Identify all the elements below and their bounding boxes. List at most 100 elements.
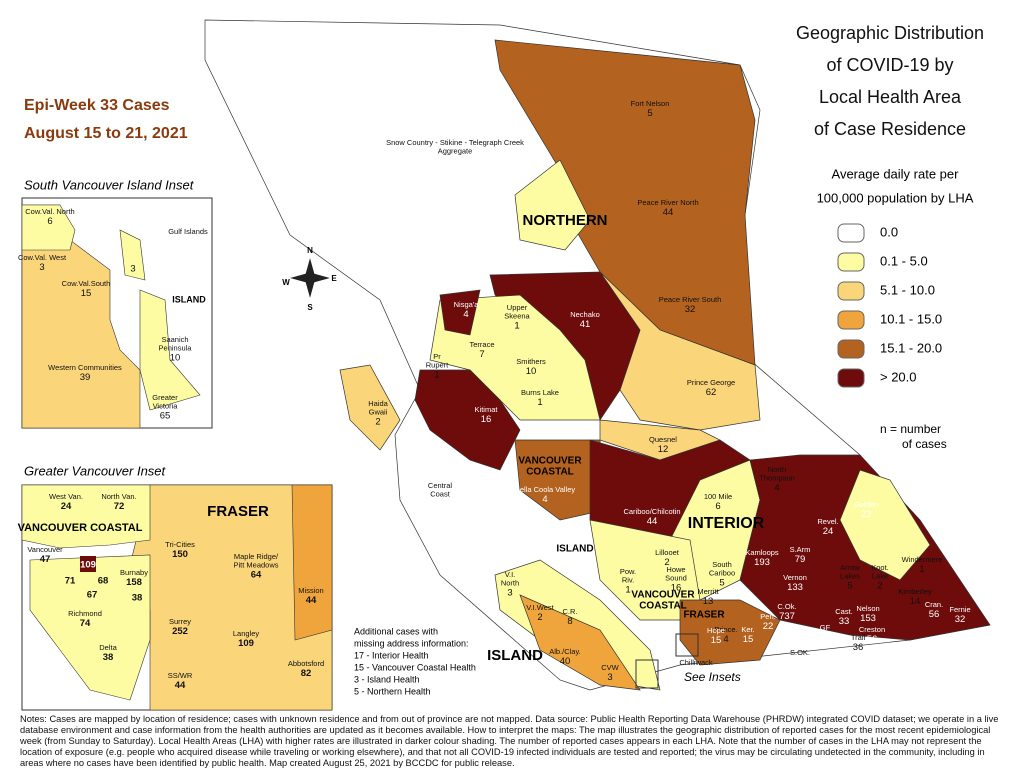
area-cases: 4 <box>463 309 468 320</box>
area-cases: 56 <box>867 634 878 645</box>
area-name: North Van. <box>101 492 136 501</box>
area-cases: 74 <box>80 618 91 629</box>
legend-title: Average daily rate per <box>832 166 960 181</box>
area-name: Snow Country - Stikine - Telegraph Creek <box>386 138 524 147</box>
area-cases: 16 <box>671 583 682 594</box>
area-cases: 41 <box>580 319 591 330</box>
area-name: Surrey <box>169 617 191 626</box>
area-name: Cariboo <box>709 568 735 577</box>
area-name: Cow.Val.South <box>62 279 111 288</box>
legend-label: 0.0 <box>880 224 898 239</box>
area-name: Lillooet <box>655 548 680 557</box>
area-name: Trail <box>851 633 866 642</box>
area-cases: 158 <box>126 577 142 588</box>
region-label: FRASER <box>207 503 269 520</box>
area-name: Kitimat <box>475 405 499 414</box>
area-name: GF <box>820 623 831 632</box>
area-name: Quesnel <box>649 435 677 444</box>
area-cases: 32 <box>955 614 966 625</box>
missing-title: Additional cases with <box>354 626 438 636</box>
area-name: Vancouver <box>27 545 63 554</box>
area-name: Golden <box>854 500 878 509</box>
legend-swatch <box>837 310 865 330</box>
area-name: Saanich <box>161 335 188 344</box>
legend-label: 5.1 - 10.0 <box>880 282 935 297</box>
region-label: VANCOUVER COASTAL <box>18 522 143 534</box>
area-name: Lake <box>872 571 888 580</box>
area-name: C.Ok. <box>777 602 796 611</box>
see-insets: See Insets <box>684 670 741 684</box>
area-name: Merritt <box>697 587 719 596</box>
area-cases: 2 <box>877 581 882 592</box>
area-name: Thompson <box>759 473 794 482</box>
area-cases: 44 <box>647 516 658 527</box>
area-cases: 14 <box>910 596 921 607</box>
legend-note: n = number <box>880 422 941 436</box>
area-cases: 33 <box>839 616 850 627</box>
area-name: Prince. <box>714 625 737 634</box>
area-name: Chilliwack <box>679 658 713 667</box>
area-cases: 79 <box>795 554 806 565</box>
area-name: Maple Ridge/ <box>234 552 279 561</box>
area-name: Abbotsford <box>288 659 324 668</box>
area-name: Kamloops <box>745 548 779 557</box>
missing-title: missing address information: <box>354 638 469 648</box>
area-name: V.I.West <box>526 603 554 612</box>
region-label: ISLAND <box>556 544 593 555</box>
area-name: Greater <box>152 393 178 402</box>
area-name: West Van. <box>49 492 83 501</box>
compass-label: W <box>282 278 290 287</box>
week-label: Epi-Week 33 Cases <box>24 97 170 114</box>
area-cases: 2 <box>375 417 380 428</box>
area-cases: 15 <box>743 634 754 645</box>
map: Geographic Distribution of COVID-19 by L… <box>18 19 991 711</box>
area-cases: 24 <box>61 501 72 512</box>
area-cases: 133 <box>787 582 803 593</box>
area-cases: 44 <box>663 207 674 218</box>
area-cases: 5 <box>847 581 852 592</box>
area-cases: 2 <box>537 612 542 623</box>
area-name: Cran. <box>925 600 943 609</box>
area-name: Bella Coola Valley <box>515 485 576 494</box>
region-label: FRASER <box>683 610 725 621</box>
area-name: North <box>768 465 786 474</box>
area-name: S.Arm <box>790 545 811 554</box>
missing-item: 5 - Northern Health <box>354 686 431 696</box>
area-cases: 62 <box>706 387 717 398</box>
inset-title: Greater Vancouver Inset <box>24 463 167 478</box>
legend-label: 0.1 - 5.0 <box>880 253 928 268</box>
area-cases: 8 <box>567 616 572 627</box>
region-label: COASTAL <box>639 601 687 612</box>
title-line: of COVID-19 by <box>826 55 953 75</box>
area-cases: 18 <box>820 632 831 643</box>
legend-title: 100,000 population by LHA <box>817 190 974 205</box>
area-cases: 3 <box>607 672 612 683</box>
area-cases: 22 <box>763 621 774 632</box>
area-cases: 82 <box>301 668 312 679</box>
area-name: Nisga'a <box>454 300 480 309</box>
area-cases: 2 <box>664 557 669 568</box>
area-cases: 56 <box>929 609 940 620</box>
area-name: Peninsula <box>159 343 193 352</box>
area-name: Gulf Islands <box>168 227 208 236</box>
area-cases: 5 <box>719 578 724 589</box>
area-cases: 12 <box>658 444 669 455</box>
area-name: Cariboo/Chilcotin <box>623 507 680 516</box>
area-cases: 252 <box>172 626 188 637</box>
area-cases: 4 <box>723 634 728 645</box>
area-cases: 65 <box>160 411 171 422</box>
area-cases: 1 <box>625 585 630 596</box>
missing-item: 17 - Interior Health <box>354 650 429 660</box>
area-cases: 10 <box>526 366 537 377</box>
area-name: Pow. <box>620 567 636 576</box>
area-cases: 737 <box>779 611 795 622</box>
title-block: Geographic Distribution of COVID-19 by L… <box>796 23 984 139</box>
area-cases: 15 <box>711 635 722 646</box>
area-cases: 13 <box>703 596 714 607</box>
area-name: Richmond <box>68 609 102 618</box>
area-name: Upper <box>507 303 528 312</box>
region-label: COASTAL <box>526 467 574 478</box>
area-cases: 1 <box>434 370 439 381</box>
area-name: Tri-Cities <box>165 540 195 549</box>
area-name: Lakes <box>840 571 860 580</box>
